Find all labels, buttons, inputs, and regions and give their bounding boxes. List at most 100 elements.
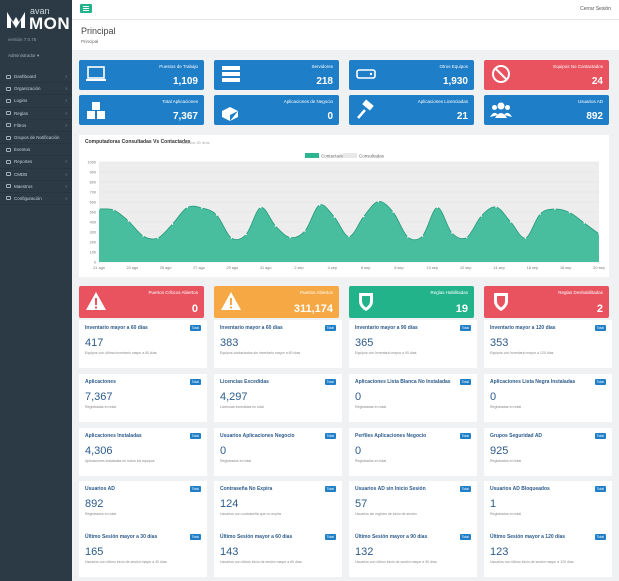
card-value: 383 <box>220 337 239 349</box>
info-card[interactable]: Perfiles Aplicaciones Negocio Total 0 Regis… <box>349 428 477 476</box>
sidebar-item-label: Reportes <box>14 159 33 165</box>
data-point <box>436 206 439 209</box>
x-tick-label: 23 ago <box>127 266 139 270</box>
card-value: 132 <box>355 546 374 558</box>
card-title: Inventario mayor a 60 días <box>220 325 283 331</box>
data-point <box>348 235 350 238</box>
sidebar-item[interactable]: Grupos de Notificación <box>0 132 72 145</box>
y-tick-label: 800 <box>90 181 96 185</box>
x-tick-label: 10 sep <box>427 266 438 270</box>
stat-tile[interactable]: Servidores 218 <box>214 60 339 90</box>
stat-tile[interactable]: Aplicaciones de Negocio 0 <box>214 95 339 125</box>
x-tick-label: 4 sep <box>328 266 337 270</box>
card-title: Aplicaciones Instaladas <box>85 433 142 439</box>
card-subtitle: Usuarios sin registro de inicio de sesió… <box>355 512 417 516</box>
stat-tile[interactable]: Reglas Habilitadas 19 <box>349 286 474 318</box>
info-card[interactable]: Último Sesión mayor a 60 días Total 143 Usu… <box>214 529 342 577</box>
stat-tile[interactable]: Puertos Críticos Abiertos 0 <box>79 286 204 318</box>
stat-value: 218 <box>316 76 333 87</box>
stat-value: 892 <box>586 111 603 122</box>
logout-link[interactable]: Cerrar Sesión <box>580 6 611 12</box>
card-subtitle: Equipos contactados sin inventario mayor… <box>220 351 301 355</box>
info-card[interactable]: Aplicaciones Lista Negra Instaladas Total… <box>484 374 612 422</box>
card-badge: Total <box>594 325 606 331</box>
sidebar-item[interactable]: Eventos <box>0 144 72 157</box>
info-card[interactable]: Usuarios AD sin Inicio Sesión Total 57 Usua… <box>349 481 477 529</box>
stat-tile[interactable]: Aplicaciones Licenciadas 21 <box>349 95 474 125</box>
stat-value: 7,367 <box>172 111 198 122</box>
stat-tile[interactable]: Reglas Deshabilitadas 2 <box>484 286 609 318</box>
breadcrumb[interactable]: Principal <box>81 39 99 44</box>
gear-icon <box>6 196 11 201</box>
card-value: 0 <box>355 391 362 403</box>
info-card[interactable]: Grupos Seguridad AD Total 925 Registrados e… <box>484 428 612 476</box>
sidebar: avan MON versión 7.0.75 Administrador ▾ … <box>0 0 72 581</box>
card-badge: Total <box>594 534 606 540</box>
x-tick-label: 25 ago <box>160 266 172 270</box>
brand-logo[interactable]: avan MON versión 7.0.75 <box>0 0 72 48</box>
data-point <box>465 236 468 239</box>
sidebar-item[interactable]: Maestros › <box>0 181 72 193</box>
card-badge: Total <box>324 534 336 540</box>
user-menu[interactable]: Administrador ▾ <box>8 53 40 58</box>
x-tick-label: 16 sep <box>527 266 538 270</box>
stat-label: Equipos No Contactados <box>553 64 603 69</box>
sidebar-item[interactable]: Reportes › <box>0 156 72 169</box>
card-subtitle: Usuarios con último inicio de sesión may… <box>490 560 574 564</box>
info-card[interactable]: Aplicaciones Lista Blanca No Instaladas T… <box>349 374 477 422</box>
info-card[interactable]: Aplicaciones Total 7,367 Registradas en tot… <box>79 374 207 422</box>
info-card[interactable]: Último Sesión mayor a 120 días Total 123 Us… <box>484 529 612 577</box>
card-value: 417 <box>85 337 104 349</box>
sitemap-icon <box>6 86 11 91</box>
stat-tile[interactable]: Puestos de Trabajo 1,109 <box>79 60 204 90</box>
info-card[interactable]: Inventario mayor a 120 días Total 353 Equip… <box>484 320 612 368</box>
info-card[interactable]: Inventario mayor a 60 días Total 383 Equipo… <box>214 320 342 368</box>
sidebar-item[interactable]: Logins › <box>0 95 72 108</box>
info-card[interactable]: Último Sesión mayor a 90 días Total 132 Usu… <box>349 529 477 577</box>
sidebar-item-label: CMDB <box>14 171 28 177</box>
card-title: Usuarios AD <box>85 486 115 492</box>
data-point <box>583 222 586 224</box>
card-badge: Total <box>189 379 201 385</box>
card-title: Aplicaciones Lista Blanca No Instaladas <box>355 379 451 385</box>
info-card[interactable]: Inventario mayor a 60 días Total 417 Equipo… <box>79 320 207 368</box>
sidebar-item[interactable]: Dashboard › <box>0 71 72 84</box>
info-card[interactable]: Usuarios Aplicaciones Negocio Total 0 Regis… <box>214 428 342 476</box>
sidebar-item[interactable]: Filtros › <box>0 120 72 132</box>
info-card[interactable]: Licencias Excedidas Total 4,297 Licencias e… <box>214 374 342 422</box>
stat-tile[interactable]: Puertos Abiertos 311,174 <box>214 286 339 318</box>
sidebar-item[interactable]: Organización › <box>0 83 72 96</box>
legend-swatch <box>305 153 319 158</box>
card-badge: Total <box>324 486 336 492</box>
x-tick-label: 12 sep <box>460 266 471 270</box>
y-tick-label: 100 <box>90 251 96 255</box>
info-card[interactable]: Aplicaciones Instaladas Total 4,306 Aplicac… <box>79 428 207 476</box>
menu-toggle-button[interactable] <box>80 4 92 13</box>
info-card[interactable]: Último Sesión mayor a 30 días Total 165 Usu… <box>79 529 207 577</box>
stat-tile[interactable]: Total Aplicaciones 7,367 <box>79 95 204 125</box>
info-card[interactable]: Inventario mayor a 90 días Total 365 Equipo… <box>349 320 477 368</box>
sidebar-item[interactable]: CMDB › <box>0 169 72 181</box>
card-badge: Total <box>189 486 201 492</box>
stat-tile[interactable]: Usuarios AD 892 <box>484 95 609 125</box>
sidebar-item-label: Dashboard <box>14 74 37 80</box>
sidebar-item-label: Reglas <box>14 110 29 116</box>
chevron-right-icon: › <box>65 110 67 117</box>
stat-tile[interactable]: Otros Equipos 1,930 <box>349 60 474 90</box>
sidebar-item[interactable]: Reglas › <box>0 108 72 120</box>
info-card[interactable]: Usuarios AD Total 892 Registrados en total <box>79 481 207 529</box>
y-tick-label: 600 <box>90 201 96 205</box>
card-badge: Total <box>459 325 471 331</box>
login-icon <box>6 98 11 103</box>
info-card[interactable]: Usuarios AD Bloqueados Total 1 Registrados … <box>484 481 612 529</box>
info-card[interactable]: Contraseña No Expira Total 124 Usuarios con… <box>214 481 342 529</box>
sidebar-item[interactable]: Configuración › <box>0 193 72 206</box>
report-icon <box>6 159 11 164</box>
stat-tile[interactable]: Equipos No Contactados 24 <box>484 60 609 90</box>
card-subtitle: Registrados en total <box>220 459 252 463</box>
card-badge: Total <box>189 325 201 331</box>
area-chart: Contactadas Consultadas100090080070060050… <box>88 153 605 270</box>
card-value: 124 <box>220 498 239 510</box>
legend-swatch <box>343 153 357 158</box>
stat-label: Puestos de Trabajo <box>159 64 198 69</box>
